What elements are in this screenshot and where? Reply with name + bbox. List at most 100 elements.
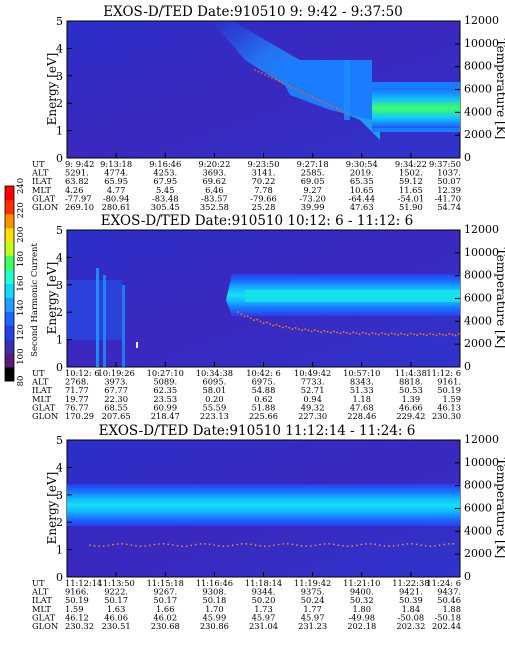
panel-3-temperature-dot xyxy=(254,544,257,546)
panel-2-temperature-dot xyxy=(278,325,281,328)
panel-3-table-cell: 11:18:14 xyxy=(245,578,282,588)
panel-2-y2tick-label: 12000 xyxy=(464,223,499,236)
panel-3-temperature-dot xyxy=(415,543,418,546)
panel-2-table-row-label: ALT xyxy=(31,377,49,387)
panel-1-table-cell: 54.74 xyxy=(437,202,461,212)
panel-3-temperature-dot xyxy=(195,543,197,546)
panel-2-table-cell: 62.35 xyxy=(153,385,177,395)
panel-1-table-cell: 2019. xyxy=(350,168,374,178)
panel-2: EXOS-D/TED Date:910510 10:12: 6 - 11:12:… xyxy=(31,213,505,421)
panel-2-temperature-dot xyxy=(406,334,409,337)
panel-3-temperature-dot xyxy=(259,545,262,547)
panel-1-temperature-dot xyxy=(294,88,297,91)
panel-2-temperature-dot xyxy=(240,313,243,316)
colorbar-swatch xyxy=(5,311,14,326)
panel-1-table-row-label: GLON xyxy=(32,202,58,212)
panel-1-y2tick-label: 6000 xyxy=(464,83,492,96)
panel-3-temperature-dot xyxy=(116,543,119,545)
panel-1: EXOS-D/TED Date:910510 9: 9:42 - 9:37:50… xyxy=(31,4,505,212)
panel-1-y2tick-label: 12000 xyxy=(464,14,499,27)
panel-1-axes: 0 1 2 3 4 5 0 2000 4000 6000 8000 10000 12000 xyxy=(56,14,499,165)
panel-3-table-cell: 45.99 xyxy=(202,612,226,622)
panel-2-table-cell: 52.71 xyxy=(301,385,325,395)
panel-1-temperature-dot xyxy=(328,104,331,107)
panel-2-table-row-label: MLT xyxy=(32,394,51,404)
panel-1-table-cell: -80.94 xyxy=(103,193,130,203)
panel-2-temperature-dot xyxy=(374,332,377,335)
panel-1-temperature-dot xyxy=(271,77,273,79)
panel-3-orbit-table: UTALTILATMLTGLATGLON11:12:149166.50.191.… xyxy=(31,578,461,631)
panel-3-temperature-dot xyxy=(103,545,105,547)
panel-3-temperature-dot xyxy=(236,543,238,546)
panel-3-main-band xyxy=(67,484,460,526)
panel-2-table-cell: 11:12: 6 xyxy=(426,368,461,378)
panel-2-table-cell: 22.30 xyxy=(104,394,128,404)
panel-3-table-cell: 11:13:50 xyxy=(97,578,134,588)
panel-1-table-cell: 69.62 xyxy=(202,176,226,186)
panel-1-temperature-dot xyxy=(308,94,311,97)
panel-3-y2label: Temperature [K] xyxy=(494,458,505,559)
panel-3-temperature-dot xyxy=(176,545,179,547)
panel-3-axes: 0 1 2 3 4 5 0 2000 4000 6000 8000 10000 12000 xyxy=(56,433,499,584)
panel-3-temperature-dot xyxy=(273,544,275,547)
panel-2-temperature-dot xyxy=(294,327,297,329)
panel-2-spike-b xyxy=(103,275,106,367)
panel-3-table-cell: 11:24: 6 xyxy=(426,578,461,588)
panel-2-table-cell: 60.99 xyxy=(153,402,177,412)
panel-1-table-cell: 269.10 xyxy=(65,202,94,212)
panel-2-table-cell: 230.30 xyxy=(432,411,461,421)
colorbar-ticks: 80 100 120 140 160 180 200 220 240 xyxy=(16,178,26,387)
panel-2-temperature-dot xyxy=(259,320,262,323)
panel-2-ytick-label: 2 xyxy=(56,306,63,319)
panel-3-table-cell: 9400. xyxy=(350,587,374,597)
panel-3-table-cell: 46.02 xyxy=(153,612,177,622)
panel-1-table-cell: 12.39 xyxy=(437,185,461,195)
panel-2-temperature-dot xyxy=(387,333,390,336)
panel-2-ytick-label: 3 xyxy=(56,279,63,292)
panel-3-table-cell: 1.84 xyxy=(402,604,420,614)
panel-1-y2tick-label: 10000 xyxy=(464,37,499,50)
panel-1-core-band xyxy=(372,88,460,128)
panel-2-temperature-dot xyxy=(429,332,431,335)
panel-2-temperature-dot xyxy=(361,331,364,334)
panel-3-temperature-dot xyxy=(199,543,202,545)
colorbar-tick-label: 80 xyxy=(16,376,26,387)
panel-3-table-cell: 1.80 xyxy=(353,604,371,614)
panel-3-ylabel: Energy [eV] xyxy=(45,472,59,545)
panel-1-temperature-dot xyxy=(325,102,328,105)
panel-2-temperature-dot xyxy=(265,321,268,324)
colorbar-swatch xyxy=(5,186,14,201)
panel-2-table-cell: 1.18 xyxy=(353,394,371,404)
panel-1-title: EXOS-D/TED Date:910510 9: 9:42 - 9:37:50 xyxy=(103,4,403,20)
colorbar-swatch xyxy=(5,227,14,243)
panel-1-temperature-dot xyxy=(291,86,294,89)
panel-1-ytick-label: 2 xyxy=(56,97,63,110)
panel-2-temperature-dot xyxy=(368,333,371,336)
panel-1-table-cell: -64.44 xyxy=(348,193,375,203)
panel-3-temperature-dot xyxy=(149,544,151,547)
panel-1-temperature-dot xyxy=(342,110,345,113)
panel-2-temperature-dot xyxy=(269,323,271,325)
panel-3-temperature-dot xyxy=(443,543,446,546)
panel-1-y2tick-label: 2000 xyxy=(464,128,492,141)
panel-3-temperature-dot xyxy=(369,543,372,545)
panel-3-table-cell: 45.97 xyxy=(301,612,325,622)
panel-2-temperature-dot xyxy=(416,334,419,337)
panel-2-temperature-dot xyxy=(246,315,249,318)
panel-3-temperature-dot xyxy=(208,543,211,546)
panel-2-table-cell: 10:27:10 xyxy=(147,368,184,378)
panel-3-table-cell: 50.17 xyxy=(153,595,177,605)
panel-3-table-cell: 50.24 xyxy=(301,595,325,605)
panel-2-temperature-dot xyxy=(256,318,259,321)
panel-2-table-cell: 5089. xyxy=(153,377,177,387)
panel-2-temperature-dot xyxy=(413,333,415,336)
panel-2-table-cell: 76.77 xyxy=(65,402,89,412)
panel-1-table-cell: 6.46 xyxy=(205,185,223,195)
panel-3-table-cell: 231.04 xyxy=(249,621,278,631)
panel-1-table-cell: 5.45 xyxy=(156,185,174,195)
panel-2-table-cell: 228.46 xyxy=(347,411,376,421)
panel-2-temperature-dot xyxy=(448,332,451,335)
panel-1-temperature-dot xyxy=(281,81,284,84)
